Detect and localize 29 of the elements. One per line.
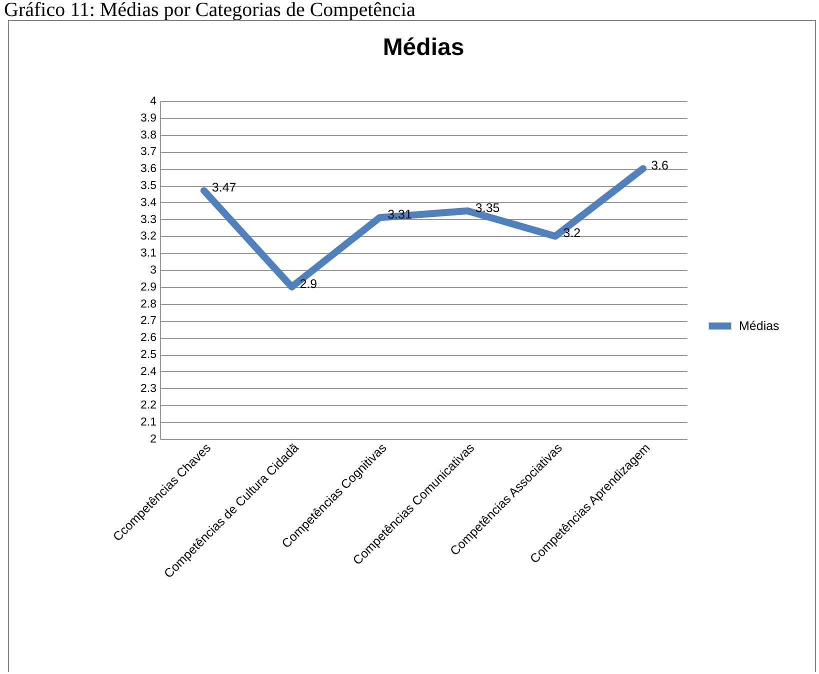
- y-tick-label: 3.5: [140, 180, 156, 192]
- y-tick-label: 3.4: [140, 196, 158, 209]
- y-tick-label: 3.8: [140, 129, 156, 142]
- y-tick-label: 2.6: [140, 332, 156, 344]
- y-tick-label: 3: [150, 264, 156, 276]
- y-tick-label: 2.8: [140, 298, 156, 310]
- y-tick-label: 3.9: [140, 112, 156, 124]
- y-tick-label: 2.3: [140, 382, 156, 395]
- data-label: 3.47: [212, 180, 236, 195]
- data-label: 2.9: [300, 276, 318, 291]
- chart-title: Médias: [382, 34, 464, 61]
- y-tick-label: 3.3: [140, 214, 156, 226]
- text: Gráfico 11: Médias por Categorias de Competência: [3, 0, 416, 21]
- data-label: 3.2: [563, 226, 581, 240]
- legend-label: Médias: [739, 319, 780, 333]
- y-tick-label: 2.1: [140, 416, 156, 429]
- y-tick-label: 2.5: [140, 349, 156, 361]
- y-tick-label: 3.2: [140, 230, 156, 243]
- y-tick-label: 3.7: [140, 146, 156, 158]
- y-tick-label: 2.9: [140, 281, 156, 294]
- data-label: 3.6: [651, 158, 669, 173]
- y-tick-label: 2: [150, 434, 156, 446]
- y-tick-label: 2.4: [140, 366, 158, 378]
- y-tick-label: 3.1: [140, 248, 156, 260]
- y-tick-label: 4: [150, 96, 158, 108]
- y-tick-label: 3.6: [140, 163, 156, 176]
- y-tick-label: 2.2: [140, 400, 156, 412]
- y-tick-label: 2.7: [140, 315, 156, 328]
- data-label: 3.35: [475, 200, 500, 215]
